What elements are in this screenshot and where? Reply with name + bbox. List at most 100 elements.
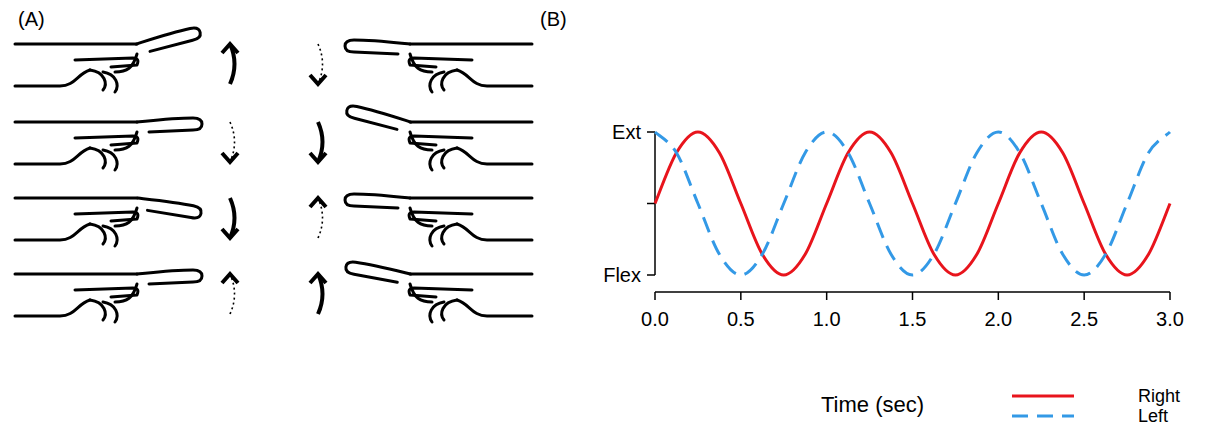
hand-stroke [409,288,472,297]
hand-stroke [75,136,138,145]
index-finger [345,194,410,208]
hand-stroke [115,208,137,226]
index-finger [135,27,201,54]
x-tick-label: 2.5 [1070,308,1098,330]
y-tick [647,274,655,276]
finger-stroke [135,27,201,54]
hand-stroke [430,302,444,322]
x-tick-label: 0.5 [727,308,755,330]
hand-stroke [457,148,532,164]
arrow-head [222,274,238,283]
hand-stroke [15,70,90,86]
legend-label: Right [1138,386,1180,406]
hand-stroke [457,224,532,240]
hand-stroke [410,273,532,276]
hand-stroke [15,197,137,200]
x-tick [998,292,1000,300]
arrow-head [222,229,238,238]
hand-stroke [15,300,90,316]
legend-swatch [1012,395,1074,398]
arrow-head [310,274,326,283]
panel-label: (B) [540,8,567,30]
hand-stroke [457,300,532,316]
hand-stroke [430,226,444,246]
panel-label: (A) [18,8,45,30]
hand-stroke [15,148,90,164]
hand-stroke [103,226,117,246]
hand-stroke [15,43,137,46]
index-finger [136,194,202,221]
hand-stroke [457,70,532,86]
hand-stroke [410,284,432,302]
chart: Flex Ext 0.0 0.5 1.0 1.5 2.0 2.5 3.0 Time (sec) Ri… [603,121,1184,426]
x-axis-title: Time (sec) [821,392,924,417]
hand-stroke [103,150,117,170]
hand-stroke [103,72,117,92]
hand [345,105,532,170]
x-tick-label: 0.0 [641,308,669,330]
x-tick [1169,292,1171,300]
arrow-head [310,75,326,84]
hand-stroke [115,132,137,150]
x-tick-label: 2.0 [984,308,1012,330]
hand [15,270,202,322]
legend-label: Left [1138,406,1168,426]
finger-stroke [137,270,202,284]
hand [345,40,532,92]
x-tick [912,292,914,300]
hand-stroke [410,43,532,46]
legend: RightLeft [1012,386,1180,426]
y-tick [647,131,655,133]
arrow-head [222,44,238,53]
index-finger [345,261,411,284]
hand-stroke [75,212,138,221]
finger-stroke [345,261,411,284]
x-tick-label: 1.5 [899,308,927,330]
hand-stroke [410,208,432,226]
hand-stroke [75,288,138,297]
finger-stroke [136,194,202,221]
finger-stroke [345,194,410,208]
index-finger [345,105,411,132]
hand-stroke [15,224,90,240]
y-tick-label: Flex [603,264,641,286]
x-tick-label: 3.0 [1156,308,1184,330]
index-finger [137,270,202,284]
hand-stroke [409,58,472,67]
hand [15,194,202,246]
finger-stroke [345,105,411,132]
hand [15,118,202,170]
x-tick [826,292,828,300]
x-tick [654,292,656,300]
arrow-head [310,198,326,207]
hand-stroke [410,121,532,124]
series-line [655,132,1170,275]
hand-stroke [430,72,444,92]
hand-diagram [15,27,532,322]
hand-stroke [410,54,432,72]
plot-lines [655,132,1170,275]
arrow-head [310,153,326,162]
hand-stroke [409,212,472,221]
arrow-head [222,153,238,162]
hand-stroke [115,54,137,72]
x-tick-label: 1.0 [813,308,841,330]
hand [345,194,532,246]
x-tick [740,292,742,300]
figure: (A) (B) Flex Ext 0.0 0.5 1.0 1.5 2.0 2.5 3.0 Time (… [0,0,1223,430]
hand-stroke [410,197,532,200]
hand-stroke [430,150,444,170]
hand-stroke [115,284,137,302]
y-tick-label: Ext [612,121,641,143]
x-tick [1083,292,1085,300]
hand-stroke [15,273,137,276]
index-finger [137,118,202,132]
legend-swatch [1012,415,1074,418]
hand-stroke [75,58,138,67]
hand [345,261,532,322]
series-line [655,132,1170,275]
hand [15,27,202,92]
index-finger [345,40,410,54]
hand-stroke [409,136,472,145]
hand-stroke [103,302,117,322]
